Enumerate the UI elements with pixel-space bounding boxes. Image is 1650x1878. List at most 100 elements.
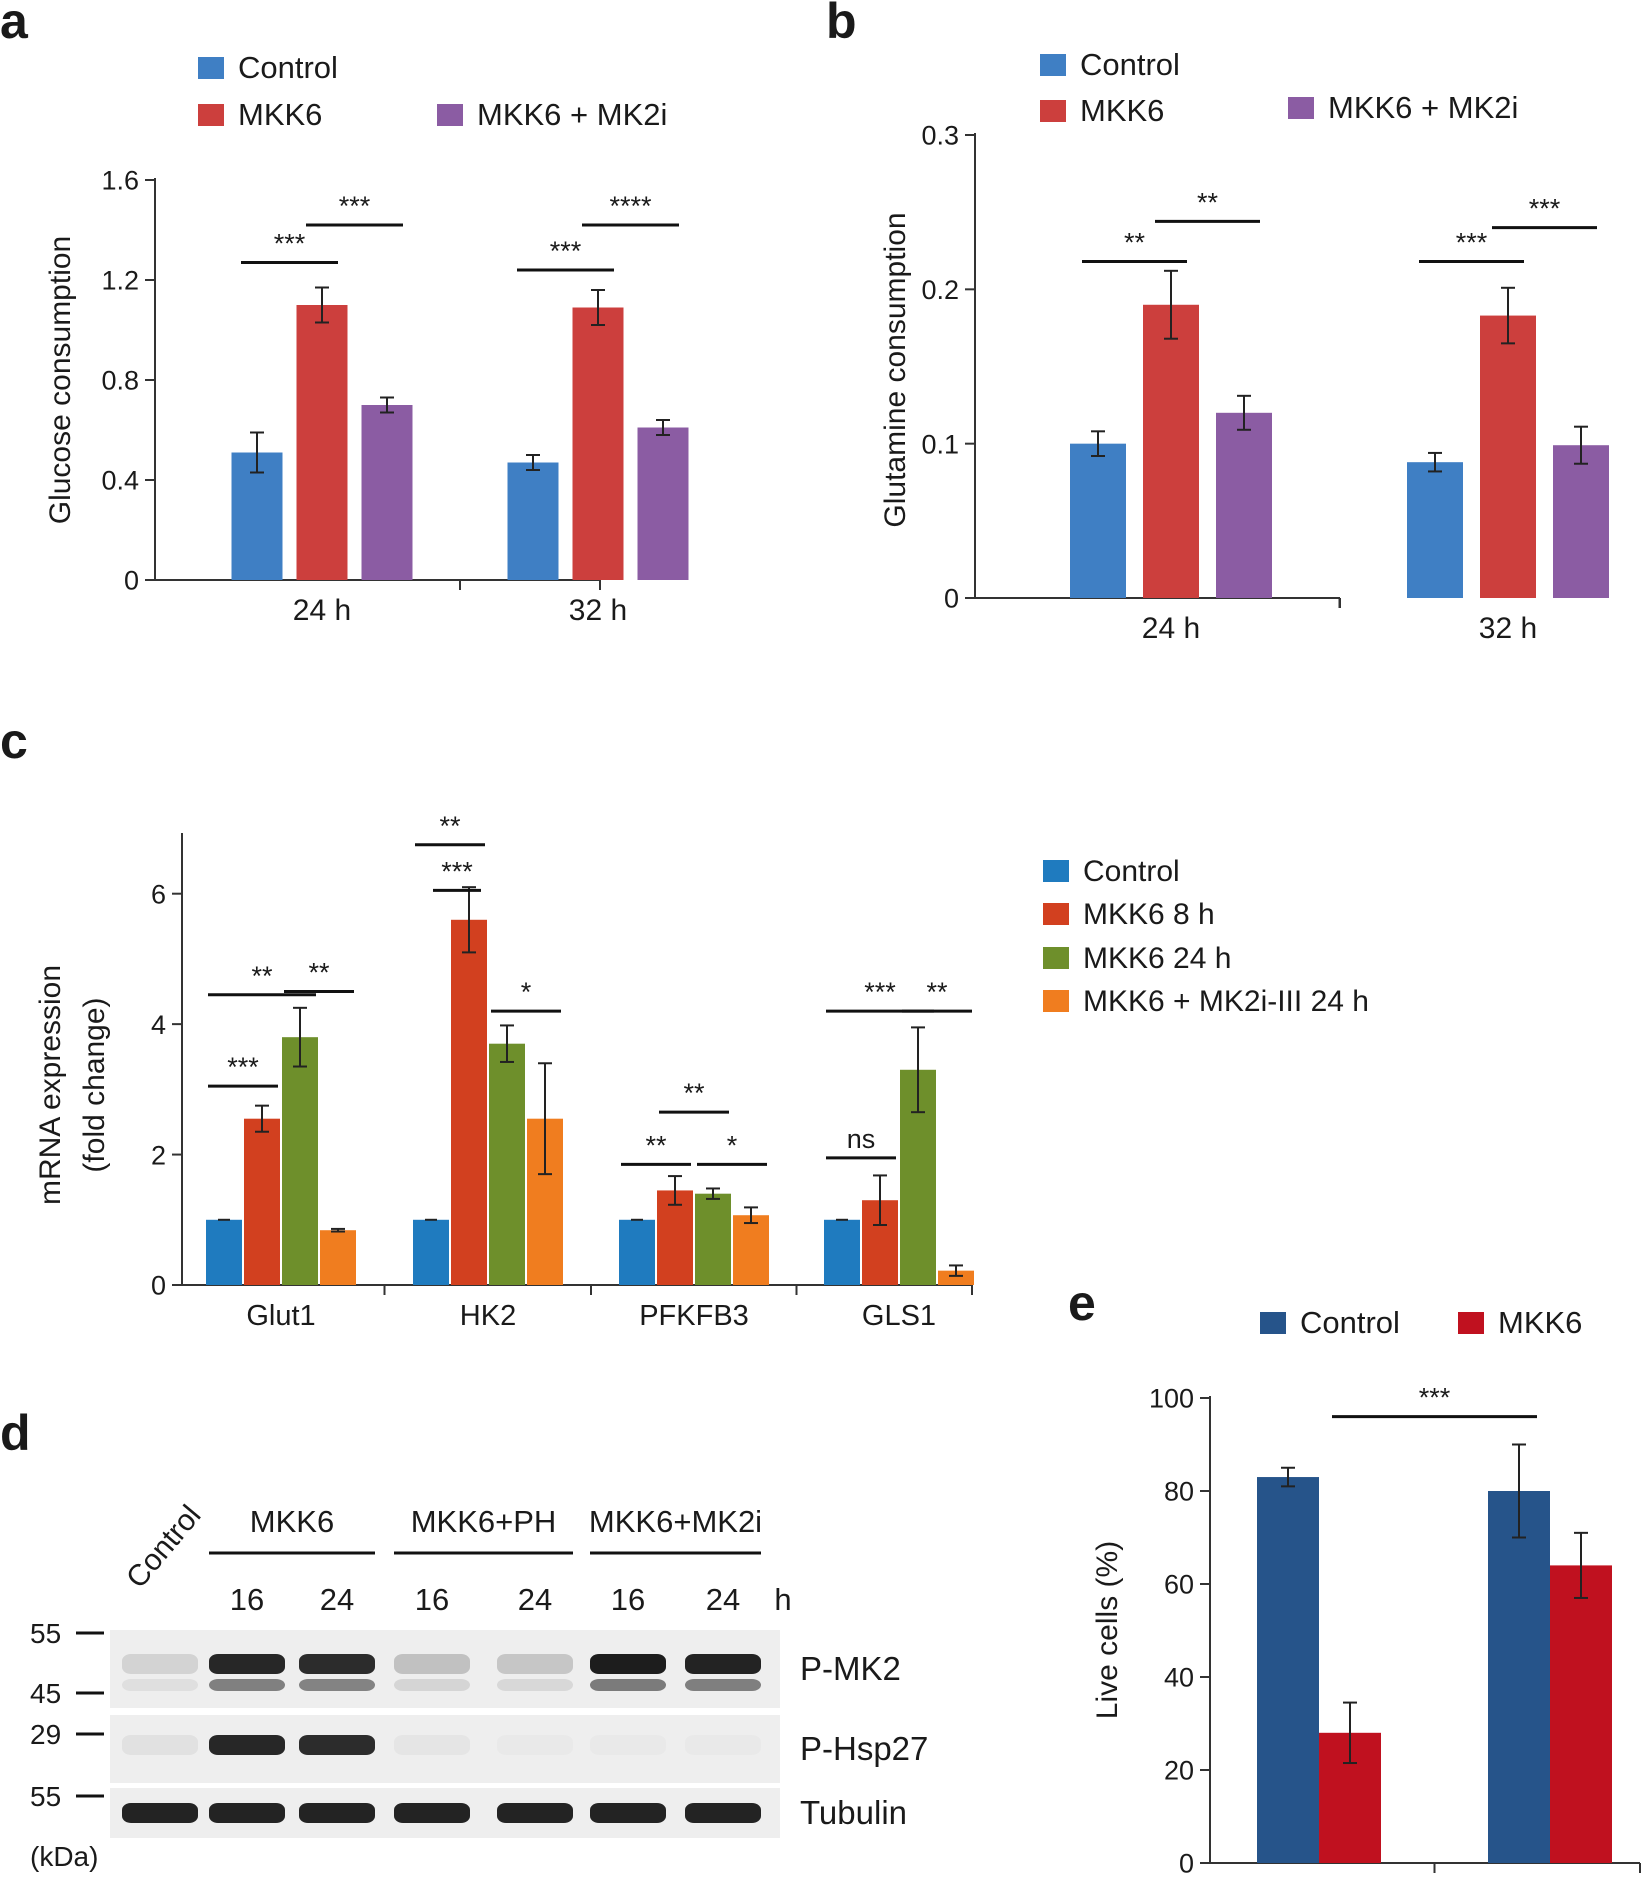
- blot-band: [590, 1735, 666, 1755]
- lane-group-label: MKK6: [250, 1504, 334, 1539]
- bar-control: [1257, 1477, 1319, 1863]
- bar-mkk6-8-h: [657, 1190, 693, 1285]
- bar-mkk6: [296, 305, 348, 580]
- significance-label: **: [251, 961, 273, 991]
- significance-label: ***: [339, 191, 371, 221]
- western-blot: Control MKK6 MKK6+PH MKK6+MK2i 16 24 16 24 16 24 h…: [30, 1499, 928, 1872]
- blot-band: [209, 1679, 285, 1691]
- bar-mkk6-mk2i: [1216, 412, 1272, 598]
- bar-mkk6-24-h: [282, 1037, 318, 1285]
- bar-mkk6-8-h: [451, 919, 487, 1285]
- blot-band: [590, 1679, 666, 1691]
- legend-label: MKK6: [238, 97, 322, 132]
- significance-label: **: [308, 958, 330, 988]
- panel-label-a: a: [0, 0, 29, 49]
- chart-c: 0 2 4 6 Glut1 HK2 PFKFB3 GLS1 mRNA expression (fo…: [34, 811, 1369, 1332]
- blot-band: [299, 1803, 375, 1823]
- legend-swatch: [1043, 903, 1069, 925]
- significance-label: **: [1197, 187, 1219, 217]
- blot-band: [497, 1654, 573, 1674]
- significance-label: **: [683, 1078, 705, 1108]
- significance-label: *: [521, 977, 532, 1007]
- blot-band: [209, 1654, 285, 1674]
- legend-label: Control: [1083, 855, 1180, 888]
- bar-mkk6: [572, 307, 624, 580]
- y-tick-label: 2: [151, 1140, 166, 1170]
- blot-band: [394, 1803, 470, 1823]
- blot-band: [299, 1679, 375, 1691]
- lane-group-label: MKK6+MK2i: [589, 1504, 762, 1539]
- blot-band: [590, 1803, 666, 1823]
- bar-mkk6-24-h: [489, 1043, 525, 1285]
- lane-time-label: 24: [320, 1582, 354, 1617]
- blot-row-label: Tubulin: [800, 1794, 907, 1831]
- y-tick-label: 1.2: [101, 266, 139, 296]
- significance-label: ***: [864, 977, 896, 1007]
- x-tick-label: Glut1: [246, 1300, 315, 1332]
- x-tick-label: 24 h: [293, 594, 351, 627]
- legend-swatch: [1043, 990, 1069, 1012]
- y-tick-label: 0: [151, 1271, 166, 1301]
- significance-label: ***: [1529, 194, 1561, 224]
- y-tick-label: 6: [151, 879, 166, 909]
- legend-label: MKK6 8 h: [1083, 898, 1215, 931]
- blot-band: [299, 1735, 375, 1755]
- blot-row-label: P-MK2: [800, 1650, 901, 1687]
- blot-band: [590, 1654, 666, 1674]
- blot-row-label: P-Hsp27: [800, 1730, 928, 1767]
- significance-label: ***: [227, 1052, 259, 1082]
- lane-time-label: 16: [415, 1582, 449, 1617]
- panel-label-b: b: [826, 0, 857, 49]
- bar-mkk6-mk2i-iii-24-h: [320, 1230, 356, 1285]
- marker-label: 29: [30, 1719, 61, 1750]
- blot-band: [497, 1803, 573, 1823]
- significance-label: **: [926, 977, 948, 1007]
- blot-band: [497, 1679, 573, 1691]
- chart-b: 0 0.1 0.2 0.3 24 h 32 h Glutamine consumption C…: [879, 47, 1609, 645]
- bar-mkk6-mk2i: [361, 405, 413, 580]
- blot-band: [685, 1654, 761, 1674]
- kda-label: (kDa): [30, 1841, 98, 1872]
- y-tick-label: 0: [124, 566, 139, 596]
- legend-swatch: [198, 104, 224, 126]
- blot-band: [122, 1735, 198, 1755]
- legend-label: Control: [1080, 47, 1180, 82]
- y-tick-label: 100: [1149, 1384, 1194, 1414]
- legend-swatch: [1043, 947, 1069, 969]
- lane-time-label: 16: [611, 1582, 645, 1617]
- marker-label: 55: [30, 1781, 61, 1812]
- blot-band: [394, 1735, 470, 1755]
- blot-band: [299, 1654, 375, 1674]
- panel-label-c: c: [0, 713, 28, 769]
- y-tick-label: 80: [1164, 1477, 1194, 1507]
- bar-control: [1488, 1491, 1550, 1863]
- blot-band: [122, 1679, 198, 1691]
- blot-band: [685, 1803, 761, 1823]
- legend-swatch: [1260, 1312, 1286, 1334]
- significance-label: ***: [1419, 1383, 1451, 1413]
- x-tick-label: 32 h: [1479, 612, 1537, 645]
- y-tick-label: 0.1: [921, 429, 959, 459]
- bar-mkk6-24-h: [695, 1193, 731, 1285]
- x-tick-label: GLS1: [862, 1300, 936, 1332]
- bar-control: [1070, 443, 1126, 598]
- panel-label-d: d: [0, 1405, 31, 1461]
- chart-a: 0 0.4 0.8 1.2 1.6 24 h 32 h Glucose consumption…: [44, 50, 689, 627]
- legend-swatch: [1043, 860, 1069, 882]
- legend-label: Control: [238, 50, 338, 85]
- y-tick-label: 0: [944, 584, 959, 614]
- y-axis-label: mRNA expression: [34, 965, 67, 1205]
- x-tick-label: PFKFB3: [639, 1300, 749, 1332]
- legend-label: MKK6: [1080, 93, 1164, 128]
- blot-band: [394, 1654, 470, 1674]
- bar-mkk6: [1143, 304, 1199, 598]
- legend-swatch: [1040, 54, 1066, 76]
- blot-band: [394, 1679, 470, 1691]
- lane-time-label: 24: [706, 1582, 740, 1617]
- y-tick-label: 40: [1164, 1663, 1194, 1693]
- bar-mkk6-mk2i-iii-24-h: [733, 1215, 769, 1285]
- bar-control: [1407, 462, 1463, 598]
- legend-swatch: [1458, 1312, 1484, 1334]
- bar-mkk6: [1550, 1565, 1612, 1863]
- legend-swatch: [437, 104, 463, 126]
